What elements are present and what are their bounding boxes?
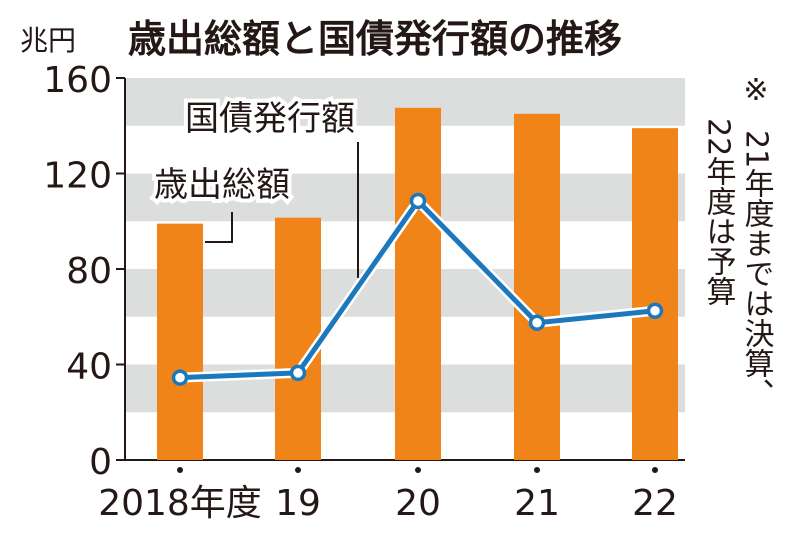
- y-tick-label: 80: [66, 251, 112, 292]
- x-tick-label: 2018年度: [98, 483, 262, 524]
- y-tick-label: 40: [66, 347, 112, 388]
- bar: [275, 217, 321, 460]
- y-axis-ticks: 0 40 80 120 160: [43, 60, 685, 483]
- bars-series: [157, 107, 678, 460]
- line-series: [171, 192, 664, 386]
- bar: [514, 113, 560, 460]
- series-callouts: 歳出総額 国債発行額: [150, 95, 359, 278]
- bar: [632, 128, 678, 460]
- x-tick-label: 22: [632, 483, 678, 524]
- line-point: [409, 192, 427, 210]
- x-tick-label: 19: [275, 483, 321, 524]
- x-tick-dot: [295, 467, 301, 473]
- x-tick-dot: [177, 467, 183, 473]
- footnote-line-1: 21年度までは決算、: [739, 130, 774, 408]
- line-point: [171, 369, 189, 386]
- x-tick-dot: [652, 467, 658, 473]
- footnote-mark: ※: [743, 73, 768, 108]
- x-tick-label: 21: [514, 483, 560, 524]
- line-series-label: 国債発行額: [185, 99, 355, 139]
- line-point: [646, 302, 664, 320]
- bar: [395, 107, 441, 460]
- chart-title: 歳出総額と国債発行額の推移: [128, 17, 622, 61]
- x-tick-dot: [534, 467, 540, 473]
- bar-series-label: 歳出総額: [154, 165, 290, 205]
- line-point: [528, 314, 546, 331]
- bar: [157, 223, 203, 460]
- footnote: ※ 21年度までは決算、22年度は予算: [701, 73, 774, 408]
- x-tick-label: 20: [395, 483, 441, 524]
- x-tick-dot: [415, 467, 421, 473]
- line-point: [289, 364, 307, 382]
- unit-label: 兆円: [20, 24, 76, 57]
- bar-callout-leader: [205, 212, 233, 243]
- y-tick-label: 160: [43, 60, 112, 101]
- y-tick-label: 0: [89, 442, 112, 483]
- x-axis-labels: 2018年度 19 20 21 22: [98, 467, 678, 524]
- y-tick-label: 120: [43, 156, 112, 197]
- footnote-line-2: 22年度は予算: [701, 118, 736, 307]
